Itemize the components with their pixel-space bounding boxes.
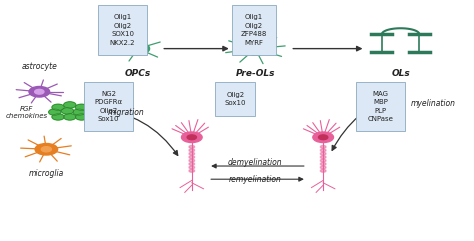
Circle shape xyxy=(133,46,143,51)
FancyBboxPatch shape xyxy=(356,82,405,131)
FancyBboxPatch shape xyxy=(98,6,147,55)
Circle shape xyxy=(189,156,195,159)
Circle shape xyxy=(189,145,195,148)
Circle shape xyxy=(250,46,260,51)
Circle shape xyxy=(182,132,202,142)
Circle shape xyxy=(49,109,61,115)
Text: NG2
PDGFRα
Olig2
Sox10: NG2 PDGFRα Olig2 Sox10 xyxy=(94,91,123,122)
Circle shape xyxy=(52,104,64,110)
FancyBboxPatch shape xyxy=(215,82,255,116)
Circle shape xyxy=(189,149,195,152)
Text: astrocyte: astrocyte xyxy=(21,62,57,71)
Circle shape xyxy=(189,159,195,162)
Text: Pre-OLs: Pre-OLs xyxy=(236,69,275,78)
Text: myelination: myelination xyxy=(411,99,456,108)
Circle shape xyxy=(320,152,326,155)
Text: MAG
MBP
PLP
CNPase: MAG MBP PLP CNPase xyxy=(368,91,393,122)
Text: Olig2
Sox10: Olig2 Sox10 xyxy=(225,92,246,106)
Circle shape xyxy=(64,114,76,120)
Circle shape xyxy=(320,166,326,169)
Circle shape xyxy=(75,104,88,110)
Circle shape xyxy=(35,89,44,94)
Circle shape xyxy=(126,43,150,55)
Text: OLs: OLs xyxy=(391,69,410,78)
Circle shape xyxy=(189,152,195,155)
Text: Olig1
Olig2
ZFP488
MYRF: Olig1 Olig2 ZFP488 MYRF xyxy=(241,14,267,46)
Circle shape xyxy=(189,169,195,172)
Circle shape xyxy=(41,147,51,152)
Text: migration: migration xyxy=(107,108,144,117)
Text: demyelination: demyelination xyxy=(228,158,283,167)
Circle shape xyxy=(320,159,326,162)
Circle shape xyxy=(320,149,326,152)
Circle shape xyxy=(29,87,50,97)
Text: OPCs: OPCs xyxy=(125,69,151,78)
Text: FGF
chemokines: FGF chemokines xyxy=(6,106,48,119)
FancyBboxPatch shape xyxy=(232,6,276,55)
Circle shape xyxy=(64,102,76,108)
Circle shape xyxy=(61,108,73,114)
Circle shape xyxy=(187,135,196,140)
Text: remyelination: remyelination xyxy=(228,175,282,184)
Circle shape xyxy=(320,162,326,165)
Circle shape xyxy=(320,156,326,159)
FancyBboxPatch shape xyxy=(84,82,133,131)
Circle shape xyxy=(319,135,328,140)
Text: Olig1
Olig2
SOX10
NKX2.2: Olig1 Olig2 SOX10 NKX2.2 xyxy=(110,14,136,46)
Circle shape xyxy=(52,114,64,120)
Text: microglia: microglia xyxy=(29,169,64,178)
Circle shape xyxy=(189,166,195,169)
Circle shape xyxy=(313,132,334,142)
Circle shape xyxy=(35,143,58,155)
Circle shape xyxy=(75,114,88,120)
Circle shape xyxy=(320,145,326,148)
Circle shape xyxy=(73,109,85,115)
Circle shape xyxy=(189,162,195,165)
Circle shape xyxy=(242,42,268,55)
Circle shape xyxy=(320,169,326,172)
